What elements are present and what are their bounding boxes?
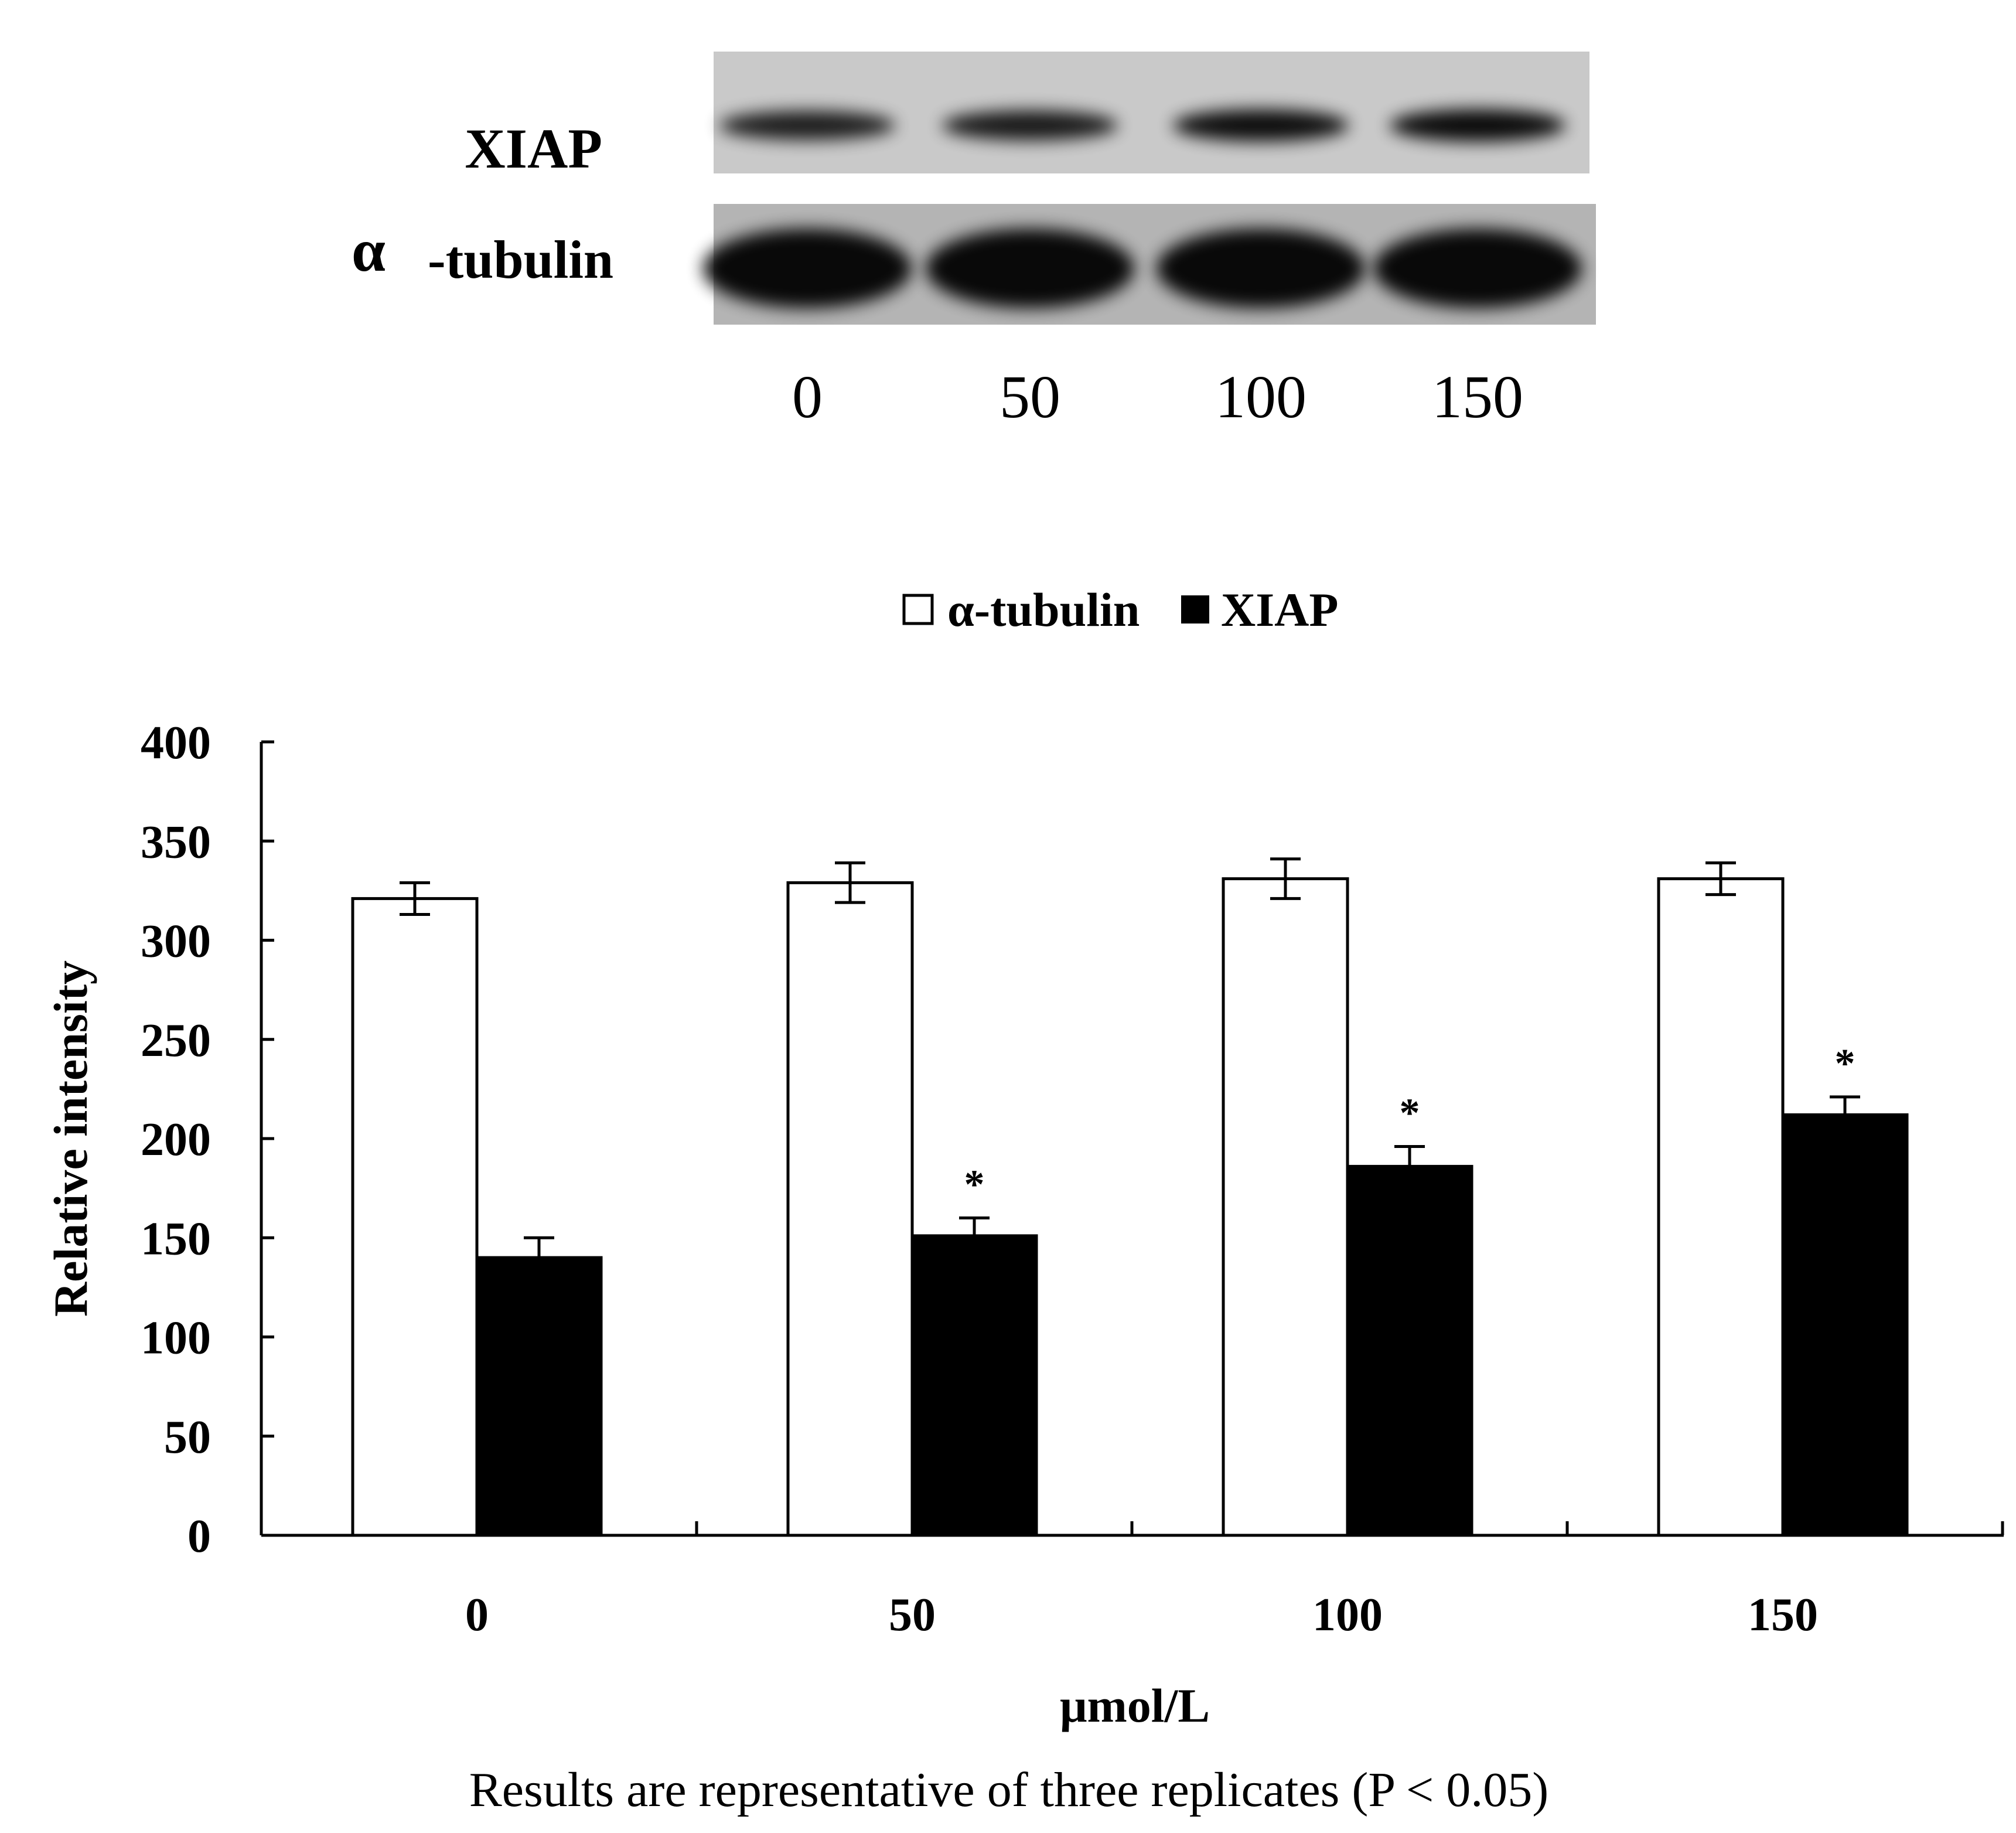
y-ticks: 0 50 100 150 200 250 300 350 400 [141,717,274,1562]
xiap-band [1173,109,1349,142]
x-tick-label: 100 [1312,1589,1383,1641]
bar-xiap [910,1234,1038,1537]
significance-marker: * [1835,1041,1855,1086]
y-tick-label: 0 [187,1511,211,1562]
error-bar [1270,857,1301,900]
y-tick-label: 50 [164,1412,211,1463]
tubulin-band [1373,229,1582,308]
xiap-band [719,111,895,140]
bar-xiap [1346,1164,1473,1537]
bar-tubulin [1657,877,1785,1537]
error-bar [400,881,430,916]
xiap-bands [719,109,1565,142]
bar-tubulin [351,897,479,1537]
y-tick-label: 250 [141,1015,211,1067]
blot-row-label-xiap: XIAP [465,117,602,180]
axes: 0 50 100 150 200 250 300 350 400 0 50 100 150 Relat… [44,717,2004,1732]
blot-lane-label: 50 [1000,363,1060,431]
x-tick-label: 150 [1748,1589,1818,1641]
x-tick-label: 50 [889,1589,936,1641]
bar-xiap [1781,1113,1909,1537]
legend: α-tubulin XIAP [902,583,1338,636]
tubulin-band [1157,229,1365,308]
bar-tubulin [786,881,914,1537]
alpha-glyph: α [352,217,386,284]
tubulin-bands [703,229,1582,308]
blot-lane-label: 0 [792,363,823,431]
bars: * * * [351,857,1909,1537]
legend-label-xiap: XIAP [1221,583,1338,636]
bar-tubulin [1222,877,1349,1537]
caption: Results are representative of three repl… [469,1763,1549,1817]
y-tick-label: 200 [141,1114,211,1166]
tubulin-band [703,229,912,308]
error-bar [524,1236,554,1258]
blot-lane-label: 100 [1215,363,1307,431]
x-ticks: 0 50 100 150 [465,1521,2004,1641]
legend-label-tubulin: α-tubulin [947,583,1140,636]
error-bar [1705,861,1736,897]
significance-marker: * [964,1162,985,1207]
blot-lane-label: 150 [1432,363,1523,431]
y-tick-label: 300 [141,916,211,967]
error-bar [835,861,865,904]
y-tick-label: 350 [141,816,211,868]
legend-swatch-xiap [1181,595,1209,624]
error-bar [1394,1145,1425,1167]
legend-swatch-tubulin [902,594,934,625]
x-axis-title: μmol/L [1060,1679,1210,1732]
y-axis-title: Relative intensity [44,960,97,1317]
y-tick-label: 100 [141,1313,211,1364]
tubulin-band [926,229,1134,308]
error-bar [959,1216,990,1236]
western-blot: XIAP α -tubulin 0 50 100 150 [352,52,1596,431]
y-tick-label: 400 [141,717,211,769]
xiap-band [942,110,1118,141]
blot-row-label-tubulin: -tubulin [428,230,613,289]
y-tick-label: 150 [141,1213,211,1265]
error-bar [1830,1095,1860,1115]
x-tick-label: 0 [465,1589,489,1641]
significance-marker: * [1400,1091,1420,1136]
xiap-band [1390,109,1565,142]
bar-xiap [475,1256,603,1537]
